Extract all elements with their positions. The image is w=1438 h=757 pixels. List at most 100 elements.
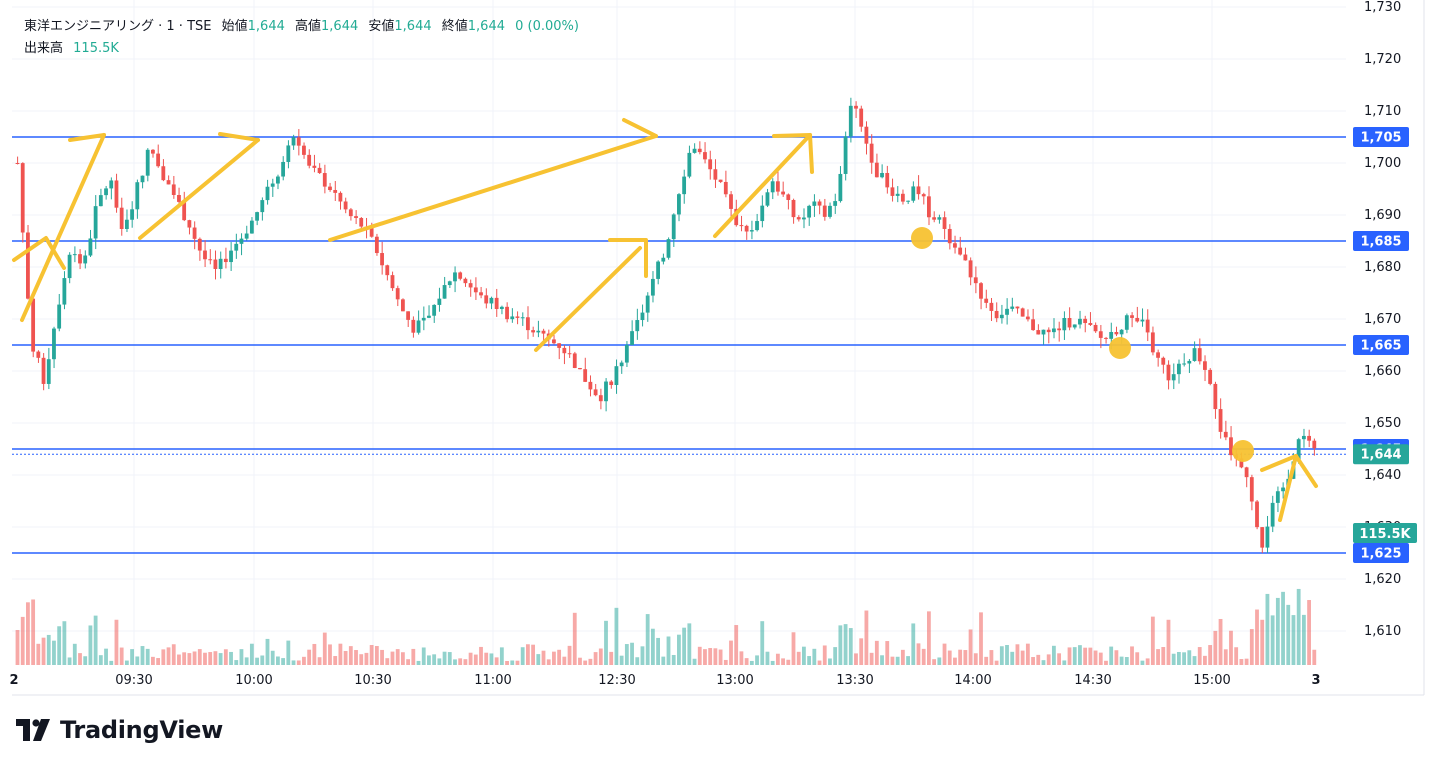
volume-bar — [83, 656, 88, 665]
candle-body — [927, 196, 931, 218]
candle-body — [619, 362, 624, 367]
volume-bar — [1197, 647, 1202, 665]
candle-body — [671, 214, 676, 240]
volume-bar — [1114, 650, 1119, 665]
volume-bar — [98, 655, 103, 665]
volume-bar — [572, 612, 577, 665]
candle-body — [1171, 374, 1176, 381]
candle-body — [578, 368, 582, 370]
volume-bar — [973, 653, 978, 665]
annotation-dot — [1232, 440, 1254, 462]
candle-body — [234, 243, 239, 251]
volume-bar — [416, 660, 421, 665]
volume-bar — [1088, 647, 1093, 665]
tradingview-logo[interactable]: TradingView — [16, 716, 223, 744]
volume-bar — [666, 636, 671, 665]
volume-bar — [1031, 657, 1035, 665]
volume-bar — [1051, 645, 1056, 665]
volume-bar — [223, 649, 228, 665]
price-axis[interactable]: 1,6101,6201,6301,6401,6501,6601,6701,680… — [1353, 0, 1417, 639]
volume-label[interactable]: 出来高 — [24, 41, 64, 56]
volume-bar — [593, 652, 598, 665]
volume-bar — [786, 659, 791, 665]
candle-body — [812, 201, 817, 206]
candle-body — [385, 265, 390, 276]
volume-bar — [41, 637, 46, 665]
volume-bar — [734, 625, 739, 665]
candle-body — [843, 136, 848, 174]
volume-bar — [1098, 652, 1103, 665]
candle-body — [729, 194, 733, 209]
candle-body — [510, 316, 515, 320]
candle-body — [984, 298, 989, 303]
volume-bar — [364, 652, 369, 665]
candle-body — [1307, 435, 1311, 441]
candle-body — [1083, 318, 1088, 324]
candle-body — [36, 351, 41, 358]
candle-body — [786, 194, 791, 200]
volume-bar — [1109, 646, 1114, 665]
candle-body — [666, 239, 671, 258]
candle-body — [1208, 369, 1213, 384]
candle-body — [479, 292, 483, 296]
candle-body — [1182, 363, 1186, 365]
volume-bar — [57, 626, 62, 665]
volume-bar — [1234, 647, 1239, 665]
volume-bar — [760, 621, 765, 665]
candle-body — [1187, 360, 1192, 364]
open-label: 始値 — [221, 19, 248, 34]
volume-bar — [968, 629, 973, 665]
candle-body — [650, 278, 655, 296]
close-value: 1,644 — [467, 19, 505, 34]
volume-bar — [869, 652, 874, 665]
volume-bar — [979, 612, 983, 665]
candle-body — [994, 310, 999, 319]
volume-legend: 出来高 115.5K — [24, 37, 119, 56]
volume-bar — [682, 627, 687, 665]
candle-body — [723, 181, 728, 195]
volume-bar — [791, 632, 796, 665]
volume-bar — [822, 645, 827, 665]
volume-bar — [1067, 647, 1072, 665]
volume-bar — [1301, 614, 1306, 665]
candle-body — [1130, 315, 1134, 318]
candle-body — [906, 200, 910, 202]
volume-bar — [296, 660, 301, 665]
high-value: 1,644 — [321, 19, 359, 34]
candle-body — [859, 108, 864, 127]
candle-body — [598, 395, 603, 402]
candle-body — [755, 221, 759, 231]
candle-body — [1036, 330, 1041, 335]
candle-body — [416, 320, 421, 333]
volume-bar — [708, 648, 713, 665]
volume-bar — [562, 656, 567, 665]
volume-bar — [463, 659, 468, 665]
volume-bar — [312, 643, 317, 665]
candle-body — [307, 154, 312, 166]
volume-bar — [276, 656, 280, 665]
candle-body — [1098, 331, 1103, 338]
volume-bar — [427, 655, 431, 665]
time-axis[interactable]: 2 09:30 10:00 10:30 11:00 12:30 13:00 13:30 14:0… — [9, 673, 1320, 688]
candle-body — [880, 172, 884, 178]
volume-bar — [255, 657, 259, 665]
volume-bar — [1041, 660, 1046, 665]
volume-bar — [1010, 651, 1015, 665]
symbol-name[interactable]: 東洋エンジニアリング · 1 · TSE — [24, 19, 212, 34]
volume-bar — [317, 657, 322, 665]
volume-bar — [880, 655, 884, 665]
candle-body — [864, 126, 869, 144]
volume-bar — [177, 654, 181, 665]
tradingview-logo-icon — [16, 719, 50, 741]
volume-bar — [1057, 653, 1062, 665]
candle-body — [494, 297, 499, 310]
volume-bar — [494, 657, 499, 665]
candle-body — [151, 149, 155, 154]
candle-body — [874, 162, 879, 178]
volume-bar — [1229, 630, 1233, 665]
candle-body — [562, 347, 567, 354]
volume-bar — [411, 648, 416, 665]
candle-body — [374, 236, 379, 254]
volume-badge — [1353, 523, 1417, 543]
